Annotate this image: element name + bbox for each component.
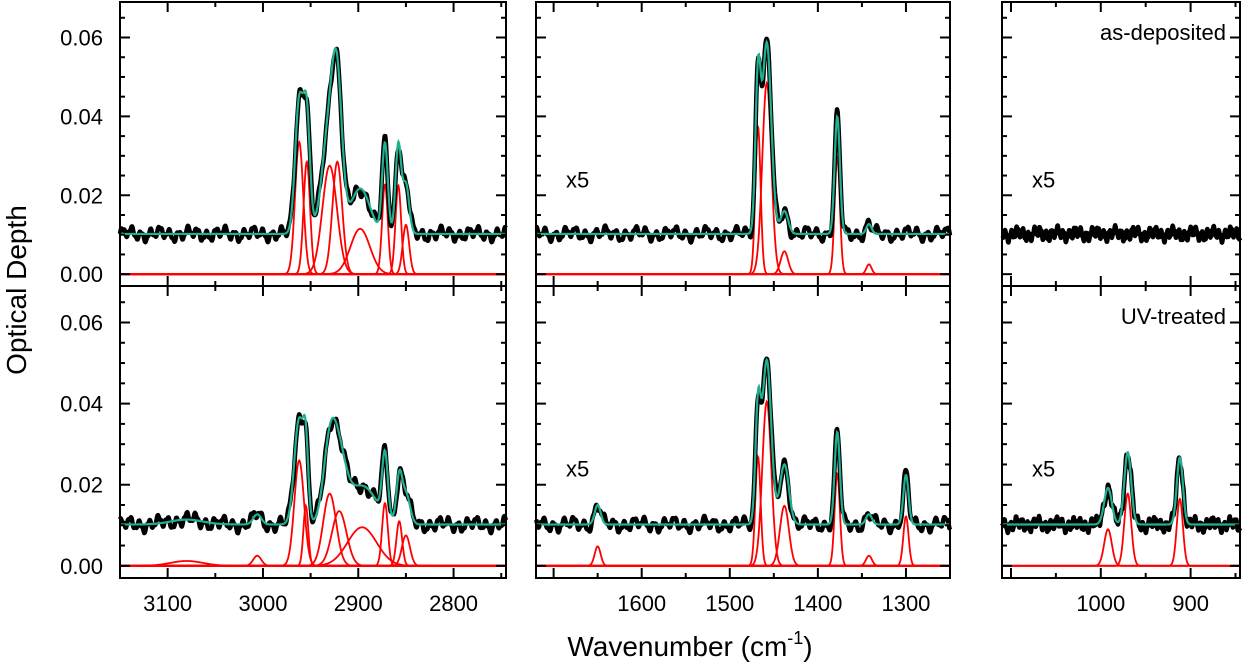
- scale-annotation: x5: [566, 167, 589, 192]
- x-tick-label: 3000: [238, 591, 287, 616]
- panel-frame-r1c2: [1001, 285, 1241, 579]
- panel-frames: [119, 1, 1241, 579]
- row-label: UV-treated: [1121, 304, 1226, 329]
- x-axis-title: Wavenumber (cm-1): [567, 628, 812, 662]
- x-tick-label: 1500: [705, 591, 754, 616]
- y-tick-label: 0.02: [60, 183, 103, 208]
- y-tick-label: 0.04: [60, 104, 103, 129]
- fit-curve-r1c1: [536, 357, 950, 526]
- component-curve-r1c0-8: [120, 520, 506, 567]
- x-tick-label: 900: [1172, 591, 1209, 616]
- fit-curve-r1c2: [1002, 450, 1240, 526]
- data-curve-r1c1: [533, 356, 953, 536]
- component-curve-r1c0-9: [120, 534, 506, 567]
- component-curve-r0c1-2: [536, 250, 950, 276]
- data-curve-r0c2: [1000, 223, 1243, 245]
- y-tick-label: 0.06: [60, 26, 103, 51]
- component-curve-r0c0-7: [120, 224, 506, 276]
- component-curves: [120, 80, 1240, 567]
- x-tick-label: 2900: [334, 591, 383, 616]
- component-curve-r1c1-6: [536, 515, 950, 567]
- fit-curves: [120, 39, 1240, 526]
- y-tick-label: 0.00: [60, 262, 103, 287]
- fit-curve-r1c0: [120, 413, 506, 526]
- x-tick-label: 1300: [881, 591, 930, 616]
- x-tick-label: 1400: [793, 591, 842, 616]
- panel-frame-r1c1: [535, 285, 951, 579]
- chart-text: 0.00 0.02 0.04 0.06 x5 x5 as-deposited 3100 3000…: [1, 20, 1226, 662]
- fit-curve-r0c0: [120, 46, 506, 236]
- x-tick-label: 2800: [429, 591, 478, 616]
- scale-annotation: x5: [566, 457, 589, 482]
- y-axis-title: Optical Depth: [1, 205, 32, 375]
- data-curve-r0c1: [534, 36, 953, 245]
- y-tick-label: 0.00: [60, 554, 103, 579]
- scale-annotation: x5: [1032, 457, 1055, 482]
- panel-frame-r1c0: [119, 285, 507, 579]
- x-tick-label: 1600: [617, 591, 666, 616]
- component-curve-r0c1-0: [536, 123, 950, 276]
- x-tick-label: 1000: [1076, 591, 1125, 616]
- data-curve-r1c0: [117, 412, 509, 536]
- fit-curve-r0c1: [536, 39, 950, 236]
- component-curve-r0c1-1: [536, 80, 950, 276]
- component-curve-r1c0-4: [120, 492, 506, 567]
- component-curve-r1c1-0: [536, 545, 950, 567]
- component-curve-r1c1-2: [536, 399, 950, 567]
- y-tick-label: 0.02: [60, 473, 103, 498]
- panel-frame-r0c1: [535, 1, 951, 287]
- component-curve-r1c2-0: [1002, 528, 1240, 567]
- component-curve-r0c1-4: [536, 263, 950, 276]
- y-tick-label: 0.06: [60, 311, 103, 336]
- component-curve-r1c2-2: [1002, 497, 1240, 567]
- row-label: as-deposited: [1100, 20, 1226, 45]
- component-curve-r1c0-6: [120, 526, 506, 567]
- panel-frame-r0c0: [119, 1, 507, 287]
- scale-annotation: x5: [1032, 167, 1055, 192]
- x-tick-label: 3100: [143, 591, 192, 616]
- component-curve-r1c1-5: [536, 554, 950, 567]
- component-curve-r0c1-3: [536, 154, 950, 276]
- y-tick-label: 0.04: [60, 392, 103, 417]
